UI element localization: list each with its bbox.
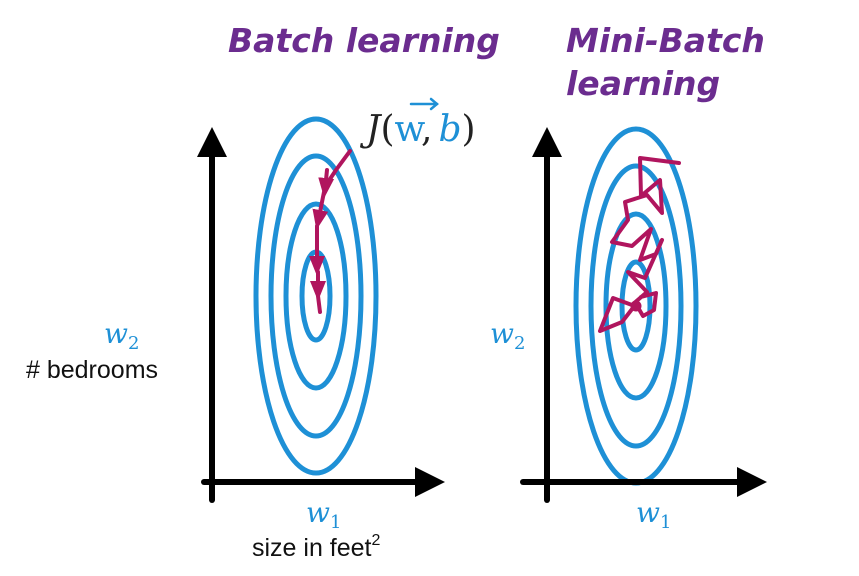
contour-ellipse-2 [283, 201, 349, 391]
right-panel-title-line1: Mini-Batch [566, 21, 765, 60]
mini-batch-endpoint [630, 300, 642, 312]
cost-close-paren: ) [462, 109, 476, 150]
left-axes [197, 127, 445, 503]
cost-j: J [359, 109, 383, 150]
contour-ellipse-outer [253, 116, 379, 476]
left-panel-title: Batch learning [228, 21, 500, 60]
right-panel-title-line2: learning [566, 64, 720, 103]
descent-step-3 [312, 190, 329, 230]
cost-b: b [438, 109, 461, 150]
left-y-axis-symbol: w2 [104, 317, 139, 354]
right-axes [520, 127, 767, 503]
left-y-axis-caption: # bedrooms [26, 356, 158, 384]
cost-comma: , [421, 109, 432, 150]
left-contours [253, 116, 379, 476]
right-x-axis-symbol: w1 [636, 496, 671, 533]
left-x-axis-symbol: w1 [306, 496, 341, 533]
cost-open-paren: ( [380, 109, 394, 150]
descent-step-2 [318, 168, 335, 198]
left-panel: Batch learning J(w, b) [26, 21, 500, 562]
vector-arrow-icon [409, 97, 439, 111]
left-x-axis-caption: size in feet2 [252, 532, 381, 562]
contour-ellipse-3 [268, 153, 364, 439]
contour-ellipse-2 [603, 211, 669, 401]
svg-text:J(w,b): J(w, b) [359, 109, 476, 150]
right-y-axis-symbol: w2 [490, 317, 525, 354]
contour-ellipse-inner [619, 259, 653, 353]
cost-function-label: J(w, b) [359, 97, 476, 150]
contour-ellipse-3 [588, 163, 684, 449]
cost-w-vector: w [394, 109, 425, 150]
descent-step-6 [316, 294, 322, 314]
batch-descent-path [309, 149, 352, 314]
descent-step-1 [324, 149, 352, 187]
right-contours [573, 126, 699, 486]
right-panel: Mini-Batch learning w2 w1 [490, 21, 767, 533]
